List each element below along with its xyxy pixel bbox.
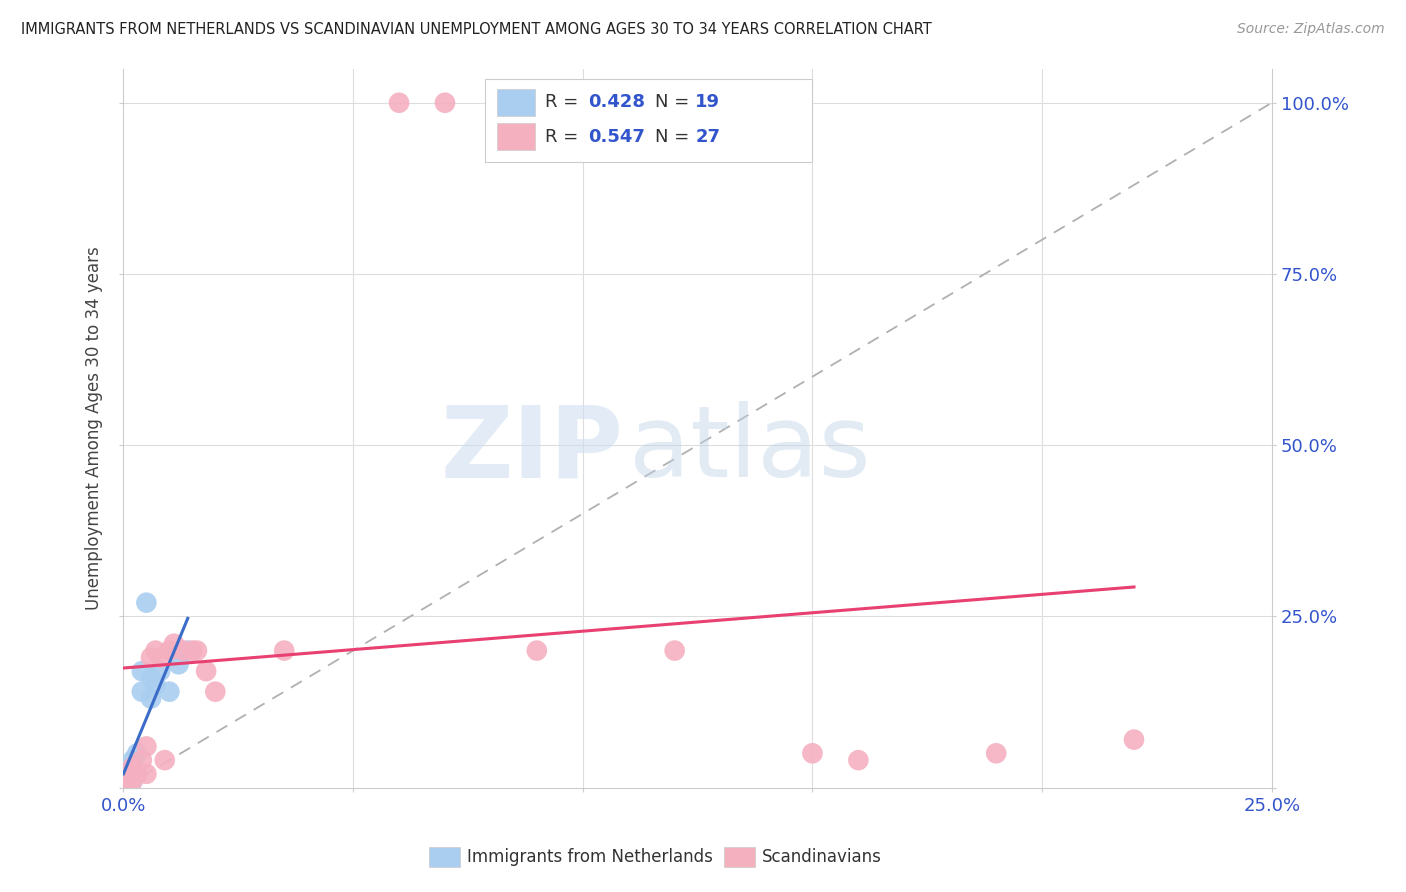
- Point: [1123, 732, 1146, 747]
- Point: [139, 691, 162, 706]
- Point: [181, 643, 204, 657]
- Point: [149, 664, 172, 678]
- Point: [664, 643, 686, 657]
- Point: [149, 650, 172, 665]
- Point: [195, 664, 218, 678]
- Point: [131, 753, 153, 767]
- Point: [139, 671, 162, 685]
- Point: [153, 753, 176, 767]
- Point: [388, 95, 411, 110]
- Point: [163, 637, 186, 651]
- Point: [135, 767, 157, 781]
- Point: [121, 760, 143, 774]
- Y-axis label: Unemployment Among Ages 30 to 34 years: Unemployment Among Ages 30 to 34 years: [86, 246, 103, 610]
- Point: [526, 643, 548, 657]
- Point: [114, 780, 136, 795]
- Point: [145, 678, 167, 692]
- Point: [127, 746, 149, 760]
- Point: [801, 746, 824, 760]
- Point: [117, 773, 139, 788]
- Text: ZIP: ZIP: [440, 401, 623, 498]
- Point: [127, 767, 149, 781]
- Text: atlas: atlas: [628, 401, 870, 498]
- Text: R =: R =: [546, 128, 583, 145]
- Point: [986, 746, 1008, 760]
- Bar: [485, 79, 813, 162]
- Point: [121, 753, 143, 767]
- Point: [131, 684, 153, 698]
- Point: [273, 643, 295, 657]
- Text: Source: ZipAtlas.com: Source: ZipAtlas.com: [1237, 22, 1385, 37]
- Bar: [496, 88, 534, 116]
- Point: [167, 657, 190, 672]
- Point: [848, 753, 870, 767]
- Point: [139, 650, 162, 665]
- Point: [157, 684, 180, 698]
- Point: [177, 643, 200, 657]
- Text: 27: 27: [696, 128, 720, 145]
- Text: 0.428: 0.428: [589, 94, 645, 112]
- Point: [135, 739, 157, 754]
- Point: [186, 643, 208, 657]
- Point: [121, 773, 143, 788]
- Point: [135, 596, 157, 610]
- Point: [131, 664, 153, 678]
- Point: [120, 767, 142, 781]
- Text: 0.547: 0.547: [589, 128, 645, 145]
- Point: [114, 780, 136, 795]
- Point: [157, 643, 180, 657]
- Text: Immigrants from Netherlands: Immigrants from Netherlands: [467, 848, 713, 866]
- Point: [117, 777, 139, 791]
- Text: 19: 19: [696, 94, 720, 112]
- Text: N =: N =: [655, 94, 695, 112]
- Point: [502, 95, 524, 110]
- Point: [121, 767, 143, 781]
- Point: [127, 767, 149, 781]
- Text: N =: N =: [655, 128, 695, 145]
- Point: [145, 643, 167, 657]
- Text: Scandinavians: Scandinavians: [762, 848, 882, 866]
- Point: [120, 767, 142, 781]
- Point: [120, 780, 142, 795]
- Point: [172, 643, 194, 657]
- Text: R =: R =: [546, 94, 583, 112]
- Point: [204, 684, 226, 698]
- Point: [433, 95, 456, 110]
- Bar: [496, 123, 534, 151]
- Text: IMMIGRANTS FROM NETHERLANDS VS SCANDINAVIAN UNEMPLOYMENT AMONG AGES 30 TO 34 YEA: IMMIGRANTS FROM NETHERLANDS VS SCANDINAV…: [21, 22, 932, 37]
- Point: [121, 773, 143, 788]
